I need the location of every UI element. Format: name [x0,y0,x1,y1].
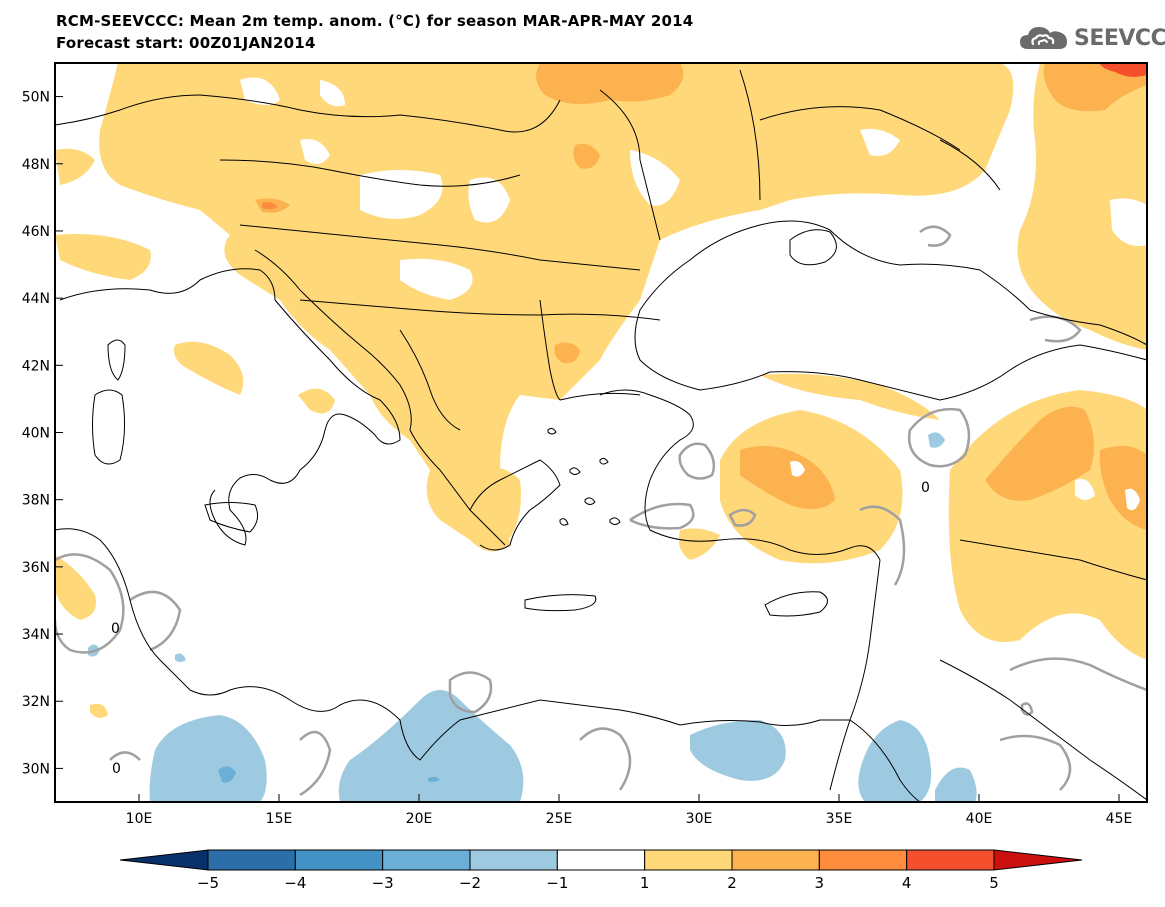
colorbar-swatch [382,849,471,871]
lat-tick-label: 36N [22,560,50,576]
colorbar-swatch [818,849,908,871]
colorbar-label: 4 [902,874,912,892]
lon-tick-label: 20E [406,811,433,827]
colorbar-label: 3 [815,874,825,892]
colorbar-label: 5 [989,874,999,892]
anomaly-minus2-3-fill [218,766,440,783]
seevccc-logo: SEEVCCC [1018,22,1165,54]
lon-tick-label: 25E [546,811,573,827]
colorbar-label: −1 [546,874,568,892]
contour-label: 0 [921,480,930,496]
longitude-axis: 10E 15E 20E 25E 30E 35E 40E 45E [126,794,1133,827]
lon-tick-label: 40E [966,811,993,827]
colorbar-swatch [556,849,646,871]
colorbar-label: −5 [197,874,219,892]
contour-label: 0 [111,621,120,637]
lat-tick-label: 48N [22,157,50,173]
lat-tick-label: 44N [22,291,50,307]
colorbar-min-arrow [119,849,209,871]
lat-tick-label: 42N [22,358,50,374]
colorbar-swatch [207,849,296,871]
lat-tick-label: 38N [22,493,50,509]
map-area [55,63,1147,802]
colorbar-label: 2 [727,874,737,892]
lat-tick-label: 50N [22,90,50,106]
lon-tick-label: 15E [266,811,293,827]
near-zero-holes [240,77,1147,511]
cloud-logo-icon [1020,27,1067,49]
lat-tick-label: 32N [22,694,50,710]
lon-tick-label: 30E [686,811,713,827]
contour-labels: 0 0 0 [111,480,930,777]
lat-tick-label: 34N [22,627,50,643]
lon-tick-label: 45E [1106,811,1133,827]
lat-tick-label: 46N [22,224,50,240]
coastlines [55,69,1147,802]
colorbar-label: −4 [284,874,306,892]
colorbar-swatch [469,849,558,871]
map-title: RCM-SEEVCCC: Mean 2m temp. anom. (°C) fo… [56,12,694,30]
lon-tick-label: 10E [126,811,153,827]
logo-text: SEEVCCC [1074,25,1165,51]
colorbar-swatch [731,849,820,871]
colorbar-swatch [644,849,733,871]
colorbar-label: 1 [640,874,650,892]
colorbar-label: −3 [372,874,394,892]
contour-label: 0 [112,761,121,777]
anomaly-3-4-fill [262,63,1147,210]
anomaly-minus1-2-fill [88,432,977,802]
colorbar-label: −2 [459,874,481,892]
colorbar-swatch [906,849,995,871]
forecast-start-label: Forecast start: 00Z01JAN2014 [56,34,316,52]
lat-tick-label: 40N [22,426,50,442]
zero-contours [55,225,1147,797]
latitude-axis: 30N 32N 34N 36N 38N 40N 42N 44N 46N 48N 50N [22,90,63,777]
anomaly-1-2-fill [55,63,1147,718]
colorbar-max-arrow [993,849,1083,871]
lon-tick-label: 35E [826,811,853,827]
colorbar-swatch [294,849,384,871]
lat-tick-label: 30N [22,761,50,777]
colorbar: −5 −4 −3 −2 −1 1 2 3 4 5 [119,849,1083,892]
